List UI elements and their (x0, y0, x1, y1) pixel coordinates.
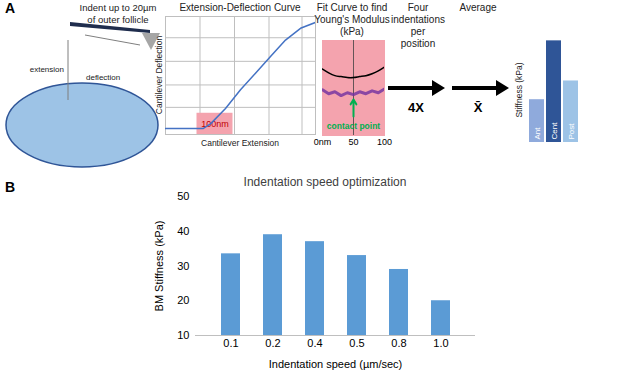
svg-text:Fit Curve to find: Fit Curve to find (317, 2, 388, 13)
svg-text:0.2: 0.2 (265, 337, 280, 349)
svg-text:indentations: indentations (391, 14, 445, 25)
svg-text:per: per (411, 26, 426, 37)
svg-text:100nm: 100nm (201, 118, 229, 129)
svg-text:B: B (5, 179, 15, 195)
svg-text:100: 100 (377, 137, 392, 147)
svg-text:50: 50 (348, 137, 358, 147)
svg-text:deflection: deflection (86, 73, 120, 82)
svg-text:Ant: Ant (533, 127, 542, 140)
svg-text:BM Stiffness (kPa): BM Stiffness (kPa) (153, 221, 165, 312)
svg-text:Indentation speed optimization: Indentation speed optimization (244, 175, 407, 189)
svg-text:0.4: 0.4 (307, 337, 322, 349)
svg-text:0nm: 0nm (314, 137, 332, 147)
svg-text:Cantilever Extension: Cantilever Extension (201, 138, 279, 148)
svg-text:extension: extension (30, 65, 64, 74)
svg-text:40: 40 (177, 225, 189, 237)
svg-text:Cantilever Deflection: Cantilever Deflection (154, 36, 164, 115)
svg-text:position: position (401, 38, 435, 49)
svg-text:Young's Modulus: Young's Modulus (314, 14, 389, 25)
svg-text:Average: Average (459, 2, 497, 13)
svg-text:Four: Four (408, 2, 429, 13)
svg-text:10: 10 (177, 329, 189, 341)
svg-text:Indent up to 20µm: Indent up to 20µm (80, 2, 157, 13)
svg-text:0.8: 0.8 (391, 337, 406, 349)
svg-text:Stiffness (kPa): Stiffness (kPa) (514, 62, 524, 117)
svg-text:contact point: contact point (327, 121, 381, 131)
svg-text:0.5: 0.5 (349, 337, 364, 349)
svg-text:X̄: X̄ (474, 100, 483, 115)
svg-text:1.0: 1.0 (433, 337, 448, 349)
svg-text:4X: 4X (408, 100, 424, 115)
svg-text:Indentation speed (µm/sec): Indentation speed (µm/sec) (269, 358, 403, 370)
svg-text:Post: Post (567, 123, 576, 140)
svg-text:(kPa): (kPa) (340, 26, 364, 37)
svg-text:50: 50 (177, 190, 189, 202)
svg-text:0.1: 0.1 (223, 337, 238, 349)
svg-text:30: 30 (177, 260, 189, 272)
svg-text:Extension-Deflection Curve: Extension-Deflection Curve (179, 2, 301, 13)
svg-text:Cent: Cent (550, 122, 559, 140)
svg-text:of outer follicle: of outer follicle (87, 14, 148, 25)
svg-text:20: 20 (177, 294, 189, 306)
svg-text:A: A (5, 0, 15, 16)
